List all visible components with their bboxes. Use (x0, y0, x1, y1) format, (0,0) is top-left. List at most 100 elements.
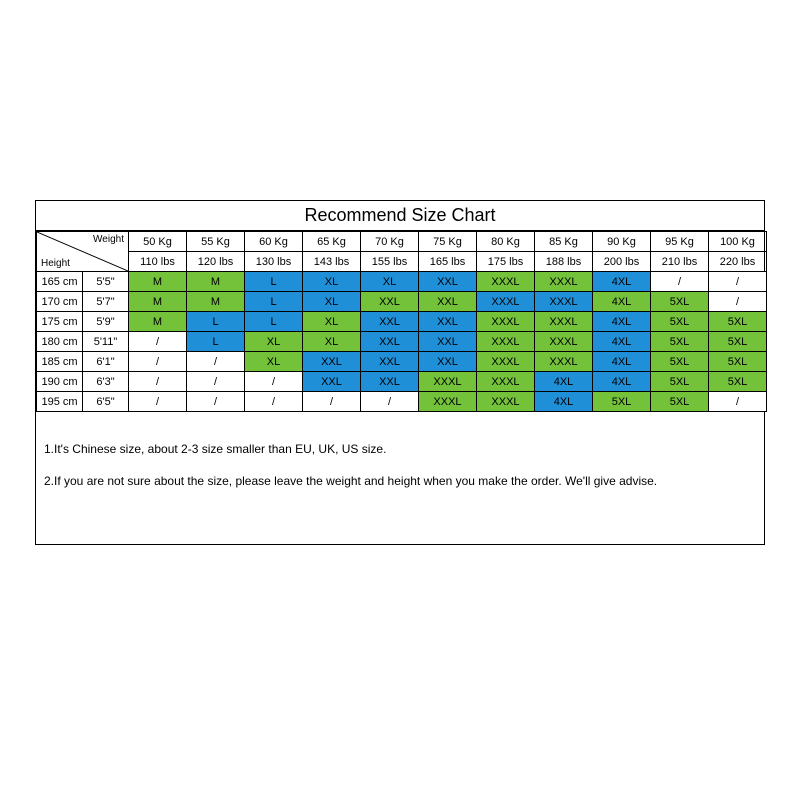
weight-lbs-8: 200 lbs (593, 252, 651, 272)
size-cell-2-7: XXXL (535, 312, 593, 332)
size-cell-1-10: / (709, 292, 767, 312)
size-cell-4-8: 4XL (593, 352, 651, 372)
weight-kg-6: 80 Kg (477, 232, 535, 252)
height-axis-label: Height (41, 258, 70, 269)
weight-kg-9: 95 Kg (651, 232, 709, 252)
weight-lbs-3: 143 lbs (303, 252, 361, 272)
weight-kg-2: 60 Kg (245, 232, 303, 252)
size-cell-2-2: L (245, 312, 303, 332)
height-ft-0: 5'5" (83, 272, 129, 292)
size-cell-5-8: 4XL (593, 372, 651, 392)
size-cell-4-3: XXL (303, 352, 361, 372)
size-cell-6-8: 5XL (593, 392, 651, 412)
size-cell-3-0: / (129, 332, 187, 352)
chart-title: Recommend Size Chart (36, 201, 764, 231)
weight-axis-label: Weight (93, 234, 124, 245)
height-cm-3: 180 cm (37, 332, 83, 352)
weight-kg-4: 70 Kg (361, 232, 419, 252)
height-cm-0: 165 cm (37, 272, 83, 292)
size-cell-6-0: / (129, 392, 187, 412)
size-cell-0-5: XXL (419, 272, 477, 292)
size-cell-0-8: 4XL (593, 272, 651, 292)
size-cell-3-3: XL (303, 332, 361, 352)
size-cell-3-6: XXXL (477, 332, 535, 352)
size-cell-4-7: XXXL (535, 352, 593, 372)
height-ft-4: 6'1" (83, 352, 129, 372)
size-cell-4-9: 5XL (651, 352, 709, 372)
size-cell-1-7: XXXL (535, 292, 593, 312)
size-cell-1-3: XL (303, 292, 361, 312)
size-cell-6-9: 5XL (651, 392, 709, 412)
size-cell-0-10: / (709, 272, 767, 292)
weight-lbs-4: 155 lbs (361, 252, 419, 272)
weight-kg-0: 50 Kg (129, 232, 187, 252)
size-cell-1-2: L (245, 292, 303, 312)
size-cell-6-2: / (245, 392, 303, 412)
size-cell-2-4: XXL (361, 312, 419, 332)
size-cell-5-2: / (245, 372, 303, 392)
size-cell-3-1: L (187, 332, 245, 352)
size-cell-4-1: / (187, 352, 245, 372)
size-cell-0-3: XL (303, 272, 361, 292)
note-2: 2.If you are not sure about the size, pl… (44, 472, 756, 490)
weight-kg-7: 85 Kg (535, 232, 593, 252)
size-cell-5-5: XXXL (419, 372, 477, 392)
size-cell-4-6: XXXL (477, 352, 535, 372)
size-cell-5-4: XXL (361, 372, 419, 392)
size-cell-1-5: XXL (419, 292, 477, 312)
size-cell-2-3: XL (303, 312, 361, 332)
size-cell-2-8: 4XL (593, 312, 651, 332)
size-cell-0-4: XL (361, 272, 419, 292)
size-cell-0-2: L (245, 272, 303, 292)
size-cell-5-3: XXL (303, 372, 361, 392)
size-cell-0-9: / (651, 272, 709, 292)
notes-section: 1.It's Chinese size, about 2-3 size smal… (36, 412, 764, 544)
height-ft-3: 5'11" (83, 332, 129, 352)
size-cell-4-0: / (129, 352, 187, 372)
weight-lbs-1: 120 lbs (187, 252, 245, 272)
size-cell-1-1: M (187, 292, 245, 312)
size-cell-0-6: XXXL (477, 272, 535, 292)
size-cell-6-1: / (187, 392, 245, 412)
size-cell-0-1: M (187, 272, 245, 292)
size-cell-5-7: 4XL (535, 372, 593, 392)
size-cell-5-6: XXXL (477, 372, 535, 392)
size-cell-5-9: 5XL (651, 372, 709, 392)
size-cell-3-4: XXL (361, 332, 419, 352)
weight-kg-3: 65 Kg (303, 232, 361, 252)
weight-kg-5: 75 Kg (419, 232, 477, 252)
size-cell-1-4: XXL (361, 292, 419, 312)
height-ft-6: 6'5" (83, 392, 129, 412)
size-cell-2-0: M (129, 312, 187, 332)
size-cell-2-10: 5XL (709, 312, 767, 332)
size-table: Weight Height 50 Kg55 Kg60 Kg65 Kg70 Kg75 … (36, 231, 767, 412)
size-cell-0-7: XXXL (535, 272, 593, 292)
size-cell-3-7: XXXL (535, 332, 593, 352)
size-cell-3-2: XL (245, 332, 303, 352)
weight-lbs-2: 130 lbs (245, 252, 303, 272)
height-ft-1: 5'7" (83, 292, 129, 312)
size-cell-2-6: XXXL (477, 312, 535, 332)
corner-cell: Weight Height (37, 232, 129, 272)
weight-kg-1: 55 Kg (187, 232, 245, 252)
height-ft-5: 6'3" (83, 372, 129, 392)
size-cell-0-0: M (129, 272, 187, 292)
size-cell-6-7: 4XL (535, 392, 593, 412)
size-cell-5-0: / (129, 372, 187, 392)
size-cell-1-0: M (129, 292, 187, 312)
note-1: 1.It's Chinese size, about 2-3 size smal… (44, 440, 756, 458)
size-cell-1-6: XXXL (477, 292, 535, 312)
size-cell-6-10: / (709, 392, 767, 412)
weight-lbs-7: 188 lbs (535, 252, 593, 272)
weight-lbs-5: 165 lbs (419, 252, 477, 272)
size-chart-container: Recommend Size Chart Weight Height 50 Kg55… (35, 200, 765, 545)
height-cm-4: 185 cm (37, 352, 83, 372)
weight-kg-8: 90 Kg (593, 232, 651, 252)
height-ft-2: 5'9" (83, 312, 129, 332)
size-cell-4-10: 5XL (709, 352, 767, 372)
size-cell-5-10: 5XL (709, 372, 767, 392)
size-cell-5-1: / (187, 372, 245, 392)
size-cell-4-2: XL (245, 352, 303, 372)
weight-kg-10: 100 Kg (709, 232, 767, 252)
size-cell-3-9: 5XL (651, 332, 709, 352)
